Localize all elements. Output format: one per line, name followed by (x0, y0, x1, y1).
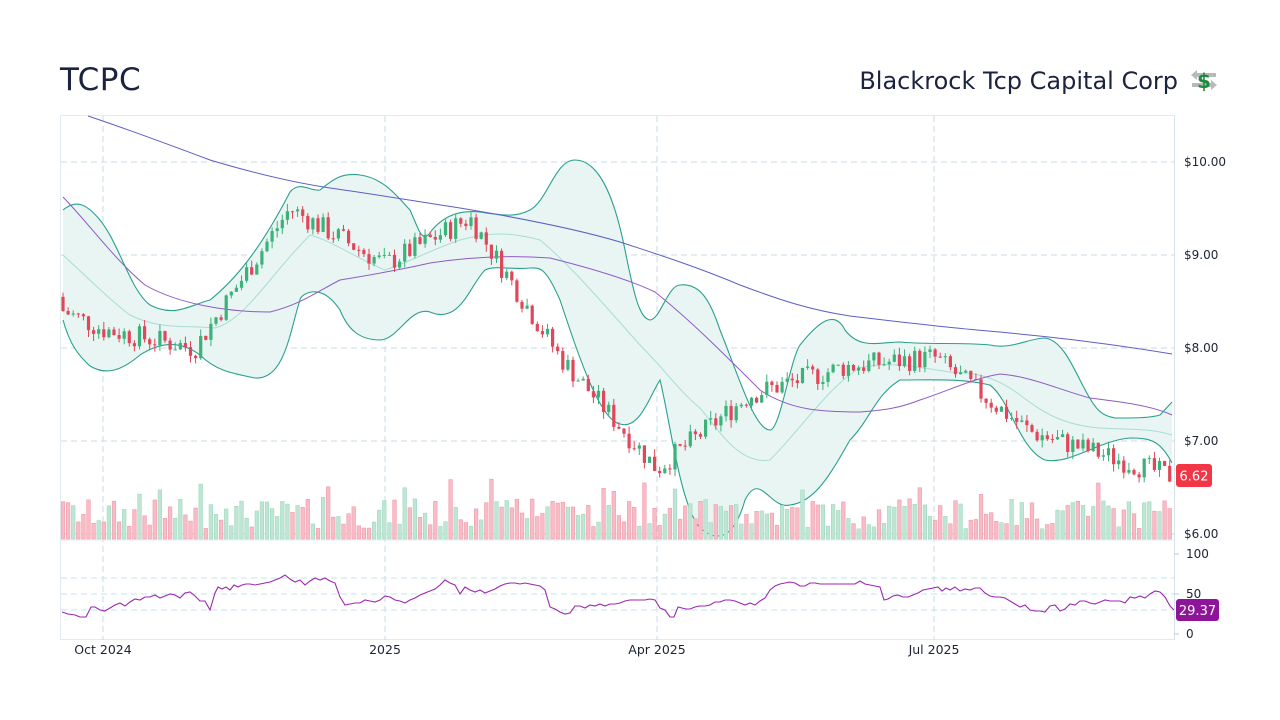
rsi-line (61, 574, 1175, 618)
x-label-jul-2025: Jul 2025 (908, 642, 960, 657)
rsi-label-100: 100 (1186, 547, 1209, 561)
bollinger-middle-band (62, 233, 1173, 461)
svg-text:29.37: 29.37 (1179, 604, 1216, 619)
svg-text:$: $ (1197, 69, 1211, 93)
sma-200-line (87, 115, 1173, 355)
rsi-axis-ticks (1174, 553, 1179, 635)
candlesticks (61, 203, 1172, 483)
rsi-label-0: 0 (1186, 627, 1194, 641)
volume-bars (60, 478, 1172, 540)
rsi-label-50: 50 (1186, 587, 1201, 601)
x-label-oct-2024: Oct 2024 (74, 642, 131, 657)
bollinger-upper-band (62, 159, 1173, 431)
price-label-8: $8.00 (1184, 341, 1218, 355)
dollar-exchange-icon: $ (1191, 69, 1217, 93)
price-label-7: $7.00 (1184, 434, 1218, 448)
x-label-apr-2025: Apr 2025 (628, 642, 685, 657)
sma-50-line (62, 196, 1173, 416)
company-name: Blackrock Tcp Capital Corp (859, 67, 1178, 95)
price-label-6: $6.00 (1184, 527, 1218, 541)
price-label-9: $9.00 (1184, 248, 1218, 262)
svg-text:6.62: 6.62 (1180, 470, 1209, 485)
rsi-value-badge: 29.37 (1176, 599, 1219, 621)
bollinger-band-fill (63, 160, 1172, 537)
x-label-2025: 2025 (369, 642, 401, 657)
rsi-gridlines (61, 577, 1174, 611)
price-label-10: $10.00 (1184, 155, 1226, 169)
ticker-symbol: TCPC (60, 62, 142, 98)
last-price-badge: 6.62 (1176, 464, 1212, 487)
price-axis-labels: $10.00 $9.00 $8.00 $7.00 $6.00 (1184, 155, 1226, 541)
